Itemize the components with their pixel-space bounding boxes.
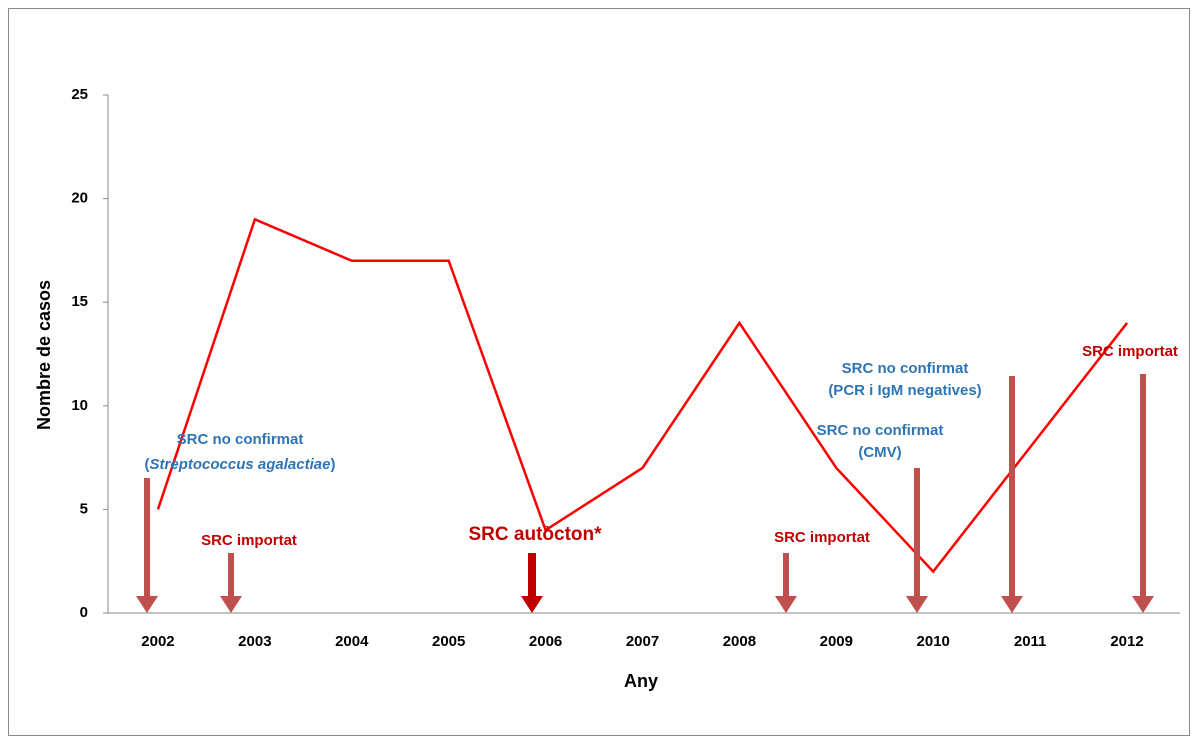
- annotation-part: SRC no confirmat: [817, 422, 944, 439]
- x-axis-title: Any: [624, 671, 658, 691]
- line: [156, 217, 1129, 574]
- annotation-text: SRC no confirmat: [842, 360, 969, 377]
- x-tick-label: 2009: [820, 633, 853, 650]
- y-tick-label: 15: [71, 293, 88, 310]
- frame: [8, 8, 1190, 736]
- y-tick-label: 25: [71, 86, 88, 103]
- y-tick-label: 20: [71, 190, 88, 207]
- annotation-part: ): [330, 456, 335, 473]
- annotation-part: SRC no confirmat: [842, 360, 969, 377]
- x-tick-label: 2008: [723, 633, 756, 650]
- annotation-text: SRC importat: [774, 529, 870, 546]
- annotation-text: (PCR i IgM negatives): [828, 382, 981, 399]
- annotation-text: SRC importat: [201, 532, 297, 549]
- x-tick-label: 2002: [141, 633, 174, 650]
- x-tick-label: 2007: [626, 633, 659, 650]
- arrow-head: [906, 596, 928, 613]
- annotation-text: SRC no confirmat: [177, 431, 304, 448]
- annotation-text: SRC autòcton*: [469, 524, 603, 545]
- annotation-part: Streptococcus agalactiae: [150, 456, 331, 473]
- annotation-part: SRC no confirmat: [177, 431, 304, 448]
- y-tick-label: 10: [71, 397, 88, 414]
- annotation-part: (: [145, 456, 150, 473]
- annotation-text: (Streptococcus agalactiae): [145, 456, 336, 473]
- y-tick-label: 5: [80, 500, 88, 517]
- y-axis-title: Nombre de casos: [34, 280, 54, 430]
- annotation-text: SRC importat: [1082, 343, 1178, 360]
- arrow-head: [1001, 596, 1023, 613]
- arrow-head: [1132, 596, 1154, 613]
- arrow-head: [775, 596, 797, 613]
- annotation-part: (PCR i IgM negatives): [828, 382, 981, 399]
- x-tick-label: 2003: [238, 633, 271, 650]
- x-tick-label: 2006: [529, 633, 562, 650]
- x-tick-label: 2010: [917, 633, 950, 650]
- annotation-part: SRC importat: [201, 532, 297, 549]
- x-tick-label: 2004: [335, 633, 369, 650]
- annotation-text: (CMV): [858, 444, 901, 461]
- annotation-part: SRC importat: [1082, 343, 1178, 360]
- arrow-head: [521, 596, 543, 613]
- x-tick-label: 2005: [432, 633, 465, 650]
- x-tick-label: 2012: [1110, 633, 1143, 650]
- annotation-part: (CMV): [858, 444, 901, 461]
- arrow-head: [136, 596, 158, 613]
- annotation-text: SRC no confirmat: [817, 422, 944, 439]
- x-tick-label: 2011: [1014, 633, 1047, 650]
- annotation-part: SRC importat: [774, 529, 870, 546]
- arrow-head: [220, 596, 242, 613]
- y-tick-label: 0: [80, 604, 88, 621]
- annotation-part: SRC autòcton*: [469, 524, 603, 545]
